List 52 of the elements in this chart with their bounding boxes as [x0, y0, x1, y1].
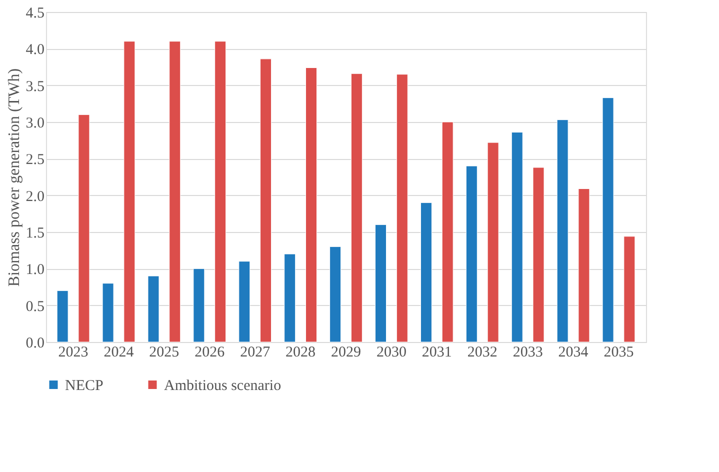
x-tick-label: 2030 [376, 344, 406, 360]
x-tick-label: 2024 [104, 344, 134, 360]
x-tick-label: 2027 [240, 344, 271, 360]
y-tick-label: 2.5 [26, 152, 44, 168]
bar [330, 246, 342, 342]
x-tick-label: 2034 [558, 344, 589, 360]
legend-label: Ambitious scenario [164, 378, 282, 394]
bar [284, 254, 296, 342]
bar [556, 120, 568, 342]
x-tick-label: 2031 [422, 344, 452, 360]
x-tick-label: 2026 [194, 344, 226, 360]
bar [466, 166, 478, 342]
x-tick-label: 2028 [286, 344, 316, 360]
y-tick-label: 4.5 [26, 6, 44, 22]
bar [511, 132, 523, 342]
bar [375, 224, 387, 342]
legend-label: NECP [65, 378, 104, 394]
bar [532, 167, 544, 342]
x-tick-label: 2032 [467, 344, 498, 360]
y-tick-label: 0.5 [26, 298, 44, 315]
y-tick-label: 0.0 [26, 336, 44, 352]
bar [602, 98, 614, 342]
y-axis-title: Biomass power generation (TWh) [6, 68, 23, 287]
y-tick-label: 1.5 [26, 226, 44, 242]
x-tick-label: 2033 [512, 344, 543, 360]
bar [124, 41, 136, 342]
bar [102, 283, 114, 342]
bar [148, 276, 160, 342]
bar [624, 236, 636, 342]
bar [305, 67, 317, 342]
bar [78, 114, 90, 342]
y-tick-label: 3.5 [26, 78, 44, 95]
bar [350, 73, 362, 342]
bar [487, 142, 499, 342]
bar [169, 41, 181, 342]
x-tick-label: 2029 [331, 344, 361, 360]
y-tick-label: 3.0 [26, 116, 44, 132]
bar [442, 122, 454, 342]
bar [214, 41, 226, 342]
x-tick-label: 2025 [149, 344, 180, 360]
bar [396, 74, 408, 342]
bar [193, 268, 205, 342]
bar [578, 188, 590, 342]
y-tick-label: 1.0 [26, 262, 44, 278]
bar [260, 58, 272, 342]
x-tick-label: 2023 [58, 344, 88, 360]
y-tick-label: 2.0 [26, 188, 44, 205]
x-tick-label: 2035 [604, 344, 634, 360]
bar [238, 261, 250, 342]
bar [56, 290, 68, 342]
y-tick-label: 4.0 [26, 42, 44, 58]
bar [420, 202, 432, 342]
